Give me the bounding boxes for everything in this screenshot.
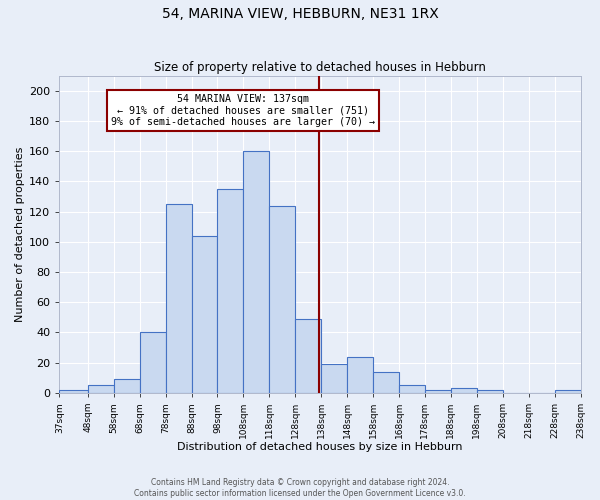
Text: 54, MARINA VIEW, HEBBURN, NE31 1RX: 54, MARINA VIEW, HEBBURN, NE31 1RX xyxy=(161,8,439,22)
Bar xyxy=(59,390,88,393)
Bar xyxy=(477,390,503,393)
Bar xyxy=(166,204,191,393)
Bar xyxy=(217,189,244,393)
Y-axis label: Number of detached properties: Number of detached properties xyxy=(15,146,25,322)
Bar xyxy=(347,356,373,393)
Bar xyxy=(269,206,295,393)
Bar xyxy=(451,388,477,393)
Title: Size of property relative to detached houses in Hebburn: Size of property relative to detached ho… xyxy=(154,62,486,74)
Bar xyxy=(114,380,140,393)
Bar xyxy=(321,364,347,393)
X-axis label: Distribution of detached houses by size in Hebburn: Distribution of detached houses by size … xyxy=(177,442,463,452)
Bar xyxy=(373,372,399,393)
Text: Contains HM Land Registry data © Crown copyright and database right 2024.
Contai: Contains HM Land Registry data © Crown c… xyxy=(134,478,466,498)
Bar xyxy=(191,236,217,393)
Bar xyxy=(295,319,321,393)
Bar xyxy=(88,386,114,393)
Bar xyxy=(554,390,581,393)
Bar xyxy=(140,332,166,393)
Text: 54 MARINA VIEW: 137sqm
← 91% of detached houses are smaller (751)
9% of semi-det: 54 MARINA VIEW: 137sqm ← 91% of detached… xyxy=(112,94,376,127)
Bar xyxy=(425,390,451,393)
Bar xyxy=(399,386,425,393)
Bar xyxy=(244,151,269,393)
